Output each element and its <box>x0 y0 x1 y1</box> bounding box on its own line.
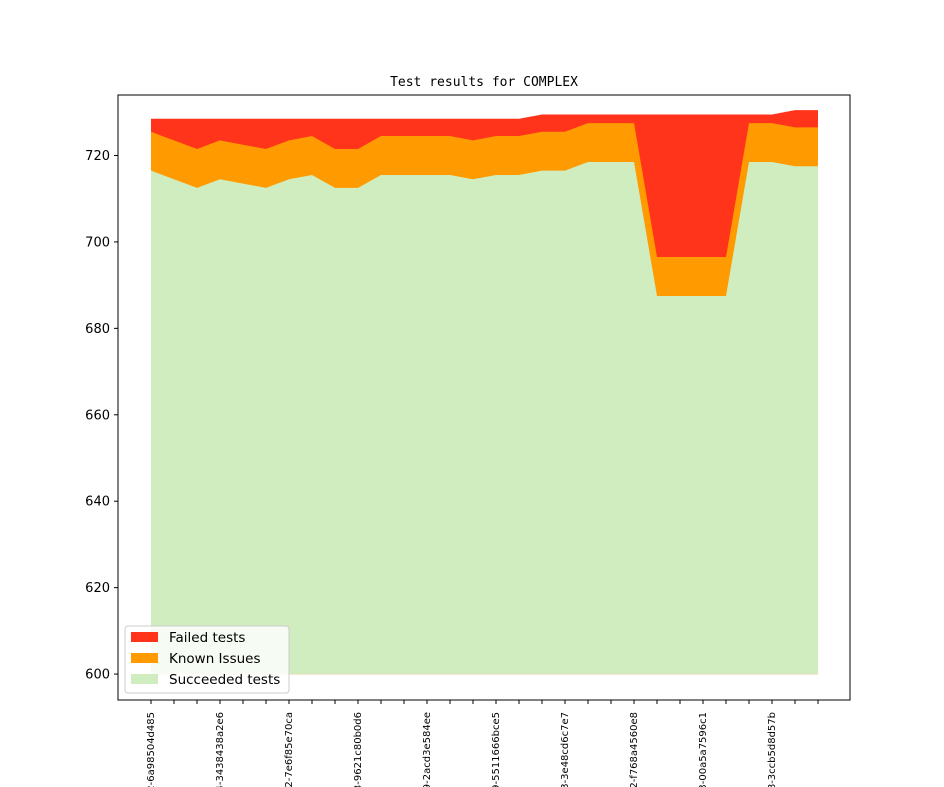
y-tick-label: 680 <box>85 322 110 337</box>
legend: Failed tests Known Issues Succeeded tests <box>124 625 290 694</box>
y-tick-label: 720 <box>85 149 110 164</box>
x-tick-label: 8-3ccb5d8d57b <box>767 712 778 787</box>
x-tick-label: 3-9621c80b0d6 <box>353 712 364 787</box>
x-axis: 2-6a98504d485 4-3438438a2e6 2-7e6f85e70ca 3… <box>146 700 819 787</box>
chart-title: Test results for COMPLEX <box>390 75 578 90</box>
x-tick-label: 3-00a5a7596c1 <box>698 712 709 787</box>
y-tick-label: 700 <box>85 235 110 250</box>
x-tick-label: 9-2acd3e584ee <box>422 712 433 787</box>
area-layers <box>151 110 818 675</box>
legend-box <box>124 625 290 694</box>
area-succeeded-tests <box>151 161 818 675</box>
x-tick-label: 2-6a98504d485 <box>146 712 157 787</box>
x-tick-label: 9-5511666bce5 <box>491 712 502 787</box>
y-tick-label: 600 <box>85 668 110 683</box>
legend-swatch-known-issues <box>131 653 158 663</box>
x-tick-label: 4-3438438a2e6 <box>215 712 226 787</box>
legend-swatch-succeeded-tests <box>131 674 158 684</box>
y-tick-label: 640 <box>85 495 110 510</box>
legend-label-known-issues: Known Issues <box>169 651 261 667</box>
legend-label-succeeded-tests: Succeeded tests <box>169 672 280 688</box>
y-axis: 600 620 640 660 680 700 720 <box>85 149 118 683</box>
y-tick-label: 620 <box>85 581 110 596</box>
x-tick-label: 3-3e48cd6c7e7 <box>560 712 571 787</box>
plot-frame <box>117 94 851 701</box>
legend-label-failed-tests: Failed tests <box>169 630 245 646</box>
x-tick-label: 2-f768a4560e8 <box>629 712 640 787</box>
y-tick-label: 660 <box>85 408 110 423</box>
legend-swatch-failed-tests <box>131 632 158 642</box>
x-tick-label: 2-7e6f85e70ca <box>284 712 295 787</box>
